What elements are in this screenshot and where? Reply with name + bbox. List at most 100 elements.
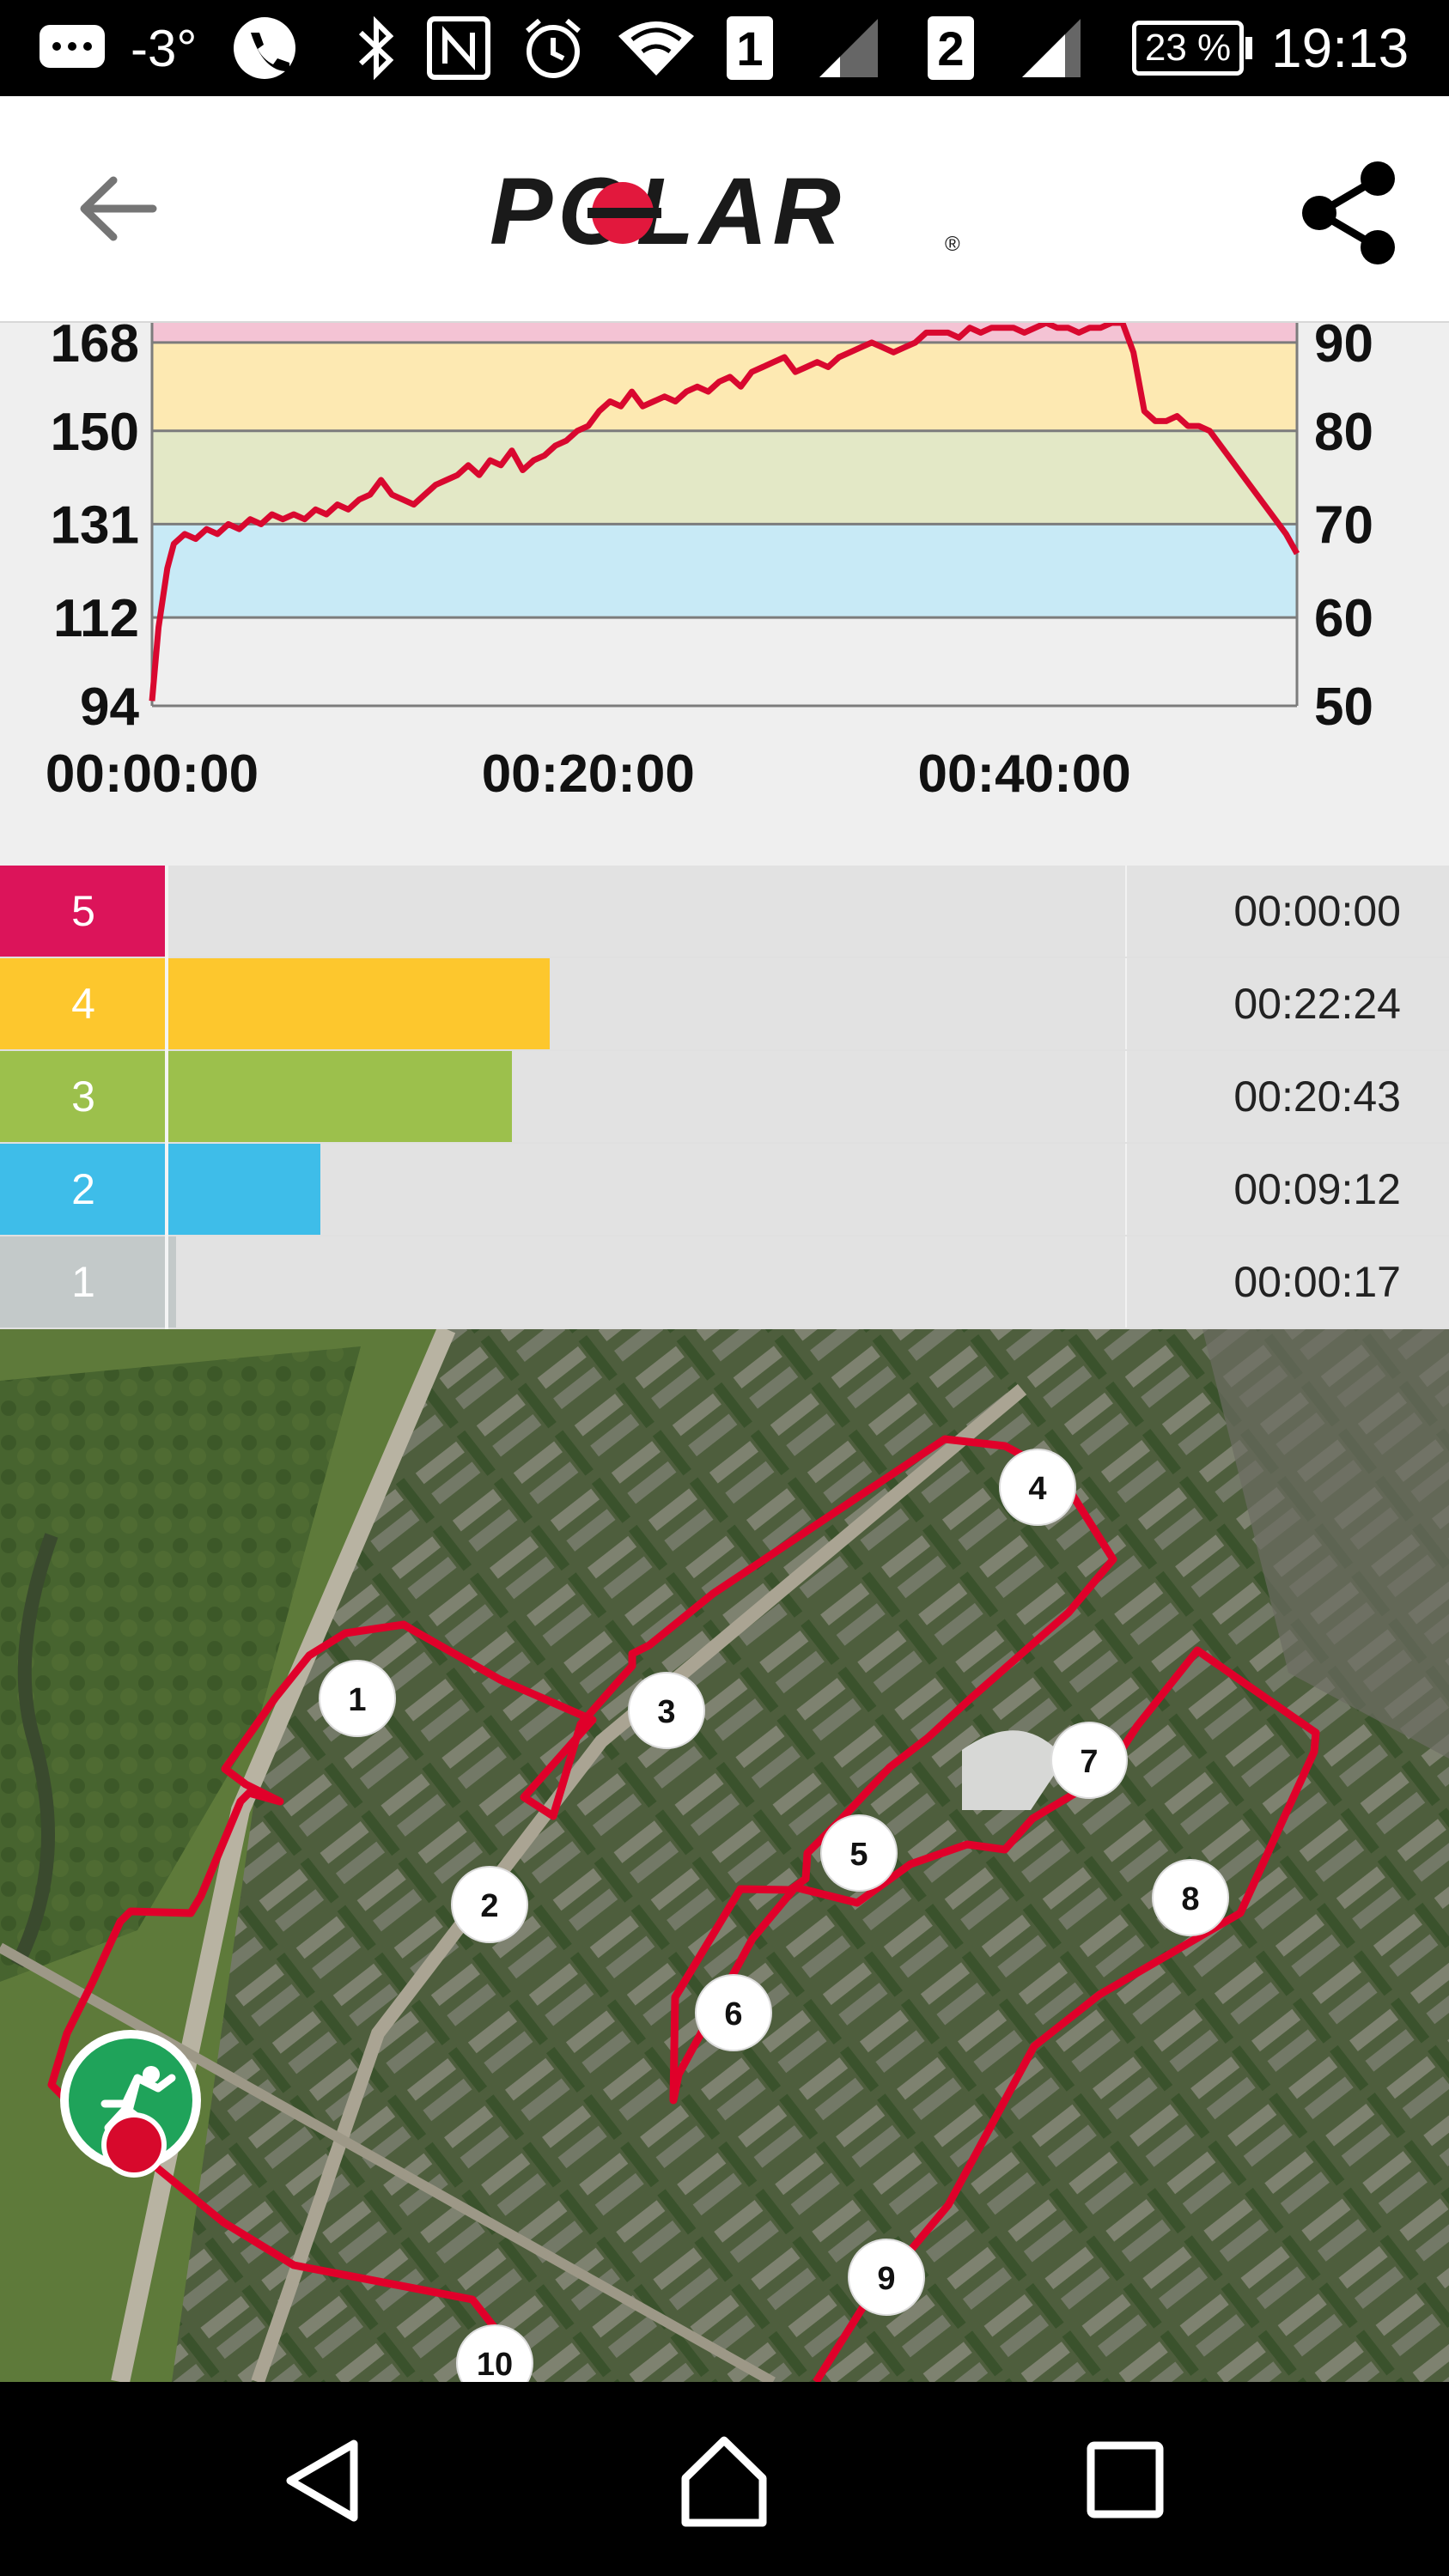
lap-marker[interactable]: 8 xyxy=(1152,1859,1229,1936)
alarm-icon xyxy=(519,0,588,96)
phone-icon xyxy=(230,0,299,96)
sim1-badge: 1 xyxy=(727,0,773,96)
zone-bar-fill xyxy=(167,1236,176,1327)
zone-band xyxy=(152,617,1297,706)
y-right-tick-label: 50 xyxy=(1314,677,1373,737)
lap-marker-label: 3 xyxy=(657,1694,675,1730)
zone-label: 1 xyxy=(0,1236,167,1327)
route-path-west xyxy=(135,2148,502,2335)
lap-marker-label: 6 xyxy=(724,1996,742,2032)
logo-text: POLAR xyxy=(490,159,846,264)
heart-rate-line xyxy=(149,323,1300,702)
y-right-tick-label: 70 xyxy=(1314,495,1373,555)
lap-marker[interactable]: 5 xyxy=(820,1814,898,1892)
signal-icon xyxy=(814,0,883,96)
road-secondary xyxy=(0,1942,776,2382)
y-left-tick-label: 168 xyxy=(51,323,139,374)
zone-row: 1 00:00:17 xyxy=(0,1236,1449,1327)
zone-label: 2 xyxy=(0,1144,167,1235)
dome-building xyxy=(962,1730,1065,1810)
messages-icon xyxy=(34,0,112,96)
sim1-label: 1 xyxy=(727,16,773,80)
forest-area xyxy=(0,1346,361,1982)
lap-marker-label: 2 xyxy=(480,1888,498,1924)
lap-marker[interactable]: 4 xyxy=(999,1449,1076,1526)
back-nav-icon xyxy=(286,2439,358,2522)
zone-time: 00:09:12 xyxy=(1125,1144,1449,1235)
x-tick-label: 00:40:00 xyxy=(918,744,1131,804)
battery-tip xyxy=(1245,37,1252,59)
zone-divider xyxy=(165,866,168,1329)
y-left-tick-label: 150 xyxy=(51,403,139,462)
zone-bar-fill xyxy=(167,1144,320,1235)
zone-band xyxy=(152,524,1297,618)
zone-time: 00:00:17 xyxy=(1125,1236,1449,1327)
map-svg: 1 2 3 4 5 6 7 8 9 10 xyxy=(0,1329,1449,2382)
x-tick-label: 00:20:00 xyxy=(482,744,695,804)
lap-marker[interactable]: 10 xyxy=(456,2324,533,2382)
zone-time: 00:22:24 xyxy=(1125,958,1449,1049)
nfc-icon xyxy=(424,0,493,96)
x-tick-label: 00:00:00 xyxy=(46,744,259,804)
heart-rate-chart: 168 150 131 112 94 90 80 70 60 50 00:00:00 00:20:… xyxy=(0,323,1449,866)
temperature-text: -3° xyxy=(131,19,198,77)
zone-row: 3 00:20:43 xyxy=(0,1051,1449,1142)
lap-marker[interactable]: 6 xyxy=(695,1974,772,2051)
y-right-tick-label: 60 xyxy=(1314,589,1373,648)
lap-marker-label: 10 xyxy=(477,2347,513,2382)
polar-logo: POLAR ® xyxy=(481,158,971,270)
nav-back-button[interactable] xyxy=(268,2425,380,2537)
lap-marker-label: 1 xyxy=(348,1682,366,1718)
signal-icon xyxy=(1017,0,1086,96)
battery-icon: 23 % xyxy=(1132,0,1252,96)
app-bar: POLAR ® xyxy=(0,96,1449,323)
nav-recents-button[interactable] xyxy=(1070,2425,1182,2537)
nav-home-button[interactable] xyxy=(668,2425,780,2537)
route-map[interactable]: 1 2 3 4 5 6 7 8 9 10 xyxy=(0,1329,1449,2382)
zone-bar-fill xyxy=(167,1051,512,1142)
chart-svg: 168 150 131 112 94 90 80 70 60 50 00:00:00 00:20:… xyxy=(46,323,1373,804)
lap-marker[interactable]: 1 xyxy=(319,1660,396,1737)
lap-marker-label: 9 xyxy=(877,2261,895,2297)
start-marker[interactable] xyxy=(60,2030,201,2178)
sim2-label: 2 xyxy=(928,16,974,80)
zone-label: 4 xyxy=(0,958,167,1049)
y-left-tick-label: 112 xyxy=(53,589,139,648)
system-nav-bar xyxy=(0,2382,1449,2576)
y-left-tick-label: 131 xyxy=(51,495,139,555)
y-left-tick-label: 94 xyxy=(80,677,139,737)
lap-marker-circle xyxy=(820,1814,898,1892)
battery-text: 23 % xyxy=(1132,21,1244,76)
zone-row: 4 00:22:24 xyxy=(0,958,1449,1049)
lap-marker-circle xyxy=(451,1866,528,1943)
start-dot xyxy=(107,2117,161,2172)
heart-rate-zones: 5 00:00:00 4 00:22:24 3 00:20:43 2 00:09:12 1 00:… xyxy=(0,866,1449,1329)
lap-marker-circle xyxy=(848,2239,925,2316)
home-nav-icon xyxy=(681,2436,767,2527)
lap-marker-circle xyxy=(1050,1722,1128,1799)
y-right-tick-label: 90 xyxy=(1314,323,1373,374)
lap-marker[interactable]: 2 xyxy=(451,1866,528,1943)
lap-marker-circle xyxy=(695,1974,772,2051)
urban-area xyxy=(1202,1329,1449,1759)
back-button[interactable] xyxy=(60,153,172,264)
lap-marker[interactable]: 9 xyxy=(848,2239,925,2316)
lap-marker-circle xyxy=(456,2324,533,2382)
zone-band xyxy=(152,342,1297,431)
sim2-badge: 2 xyxy=(928,0,974,96)
logo-bar xyxy=(588,208,661,218)
lap-marker-circle xyxy=(999,1449,1076,1526)
back-arrow-icon xyxy=(80,176,157,241)
zone-row: 2 00:09:12 xyxy=(0,1144,1449,1235)
lap-marker-label: 4 xyxy=(1028,1471,1046,1507)
lap-marker[interactable]: 3 xyxy=(628,1672,705,1749)
share-button[interactable] xyxy=(1288,153,1409,273)
zone-label: 3 xyxy=(0,1051,167,1142)
bluetooth-icon xyxy=(350,0,402,96)
wifi-icon xyxy=(615,0,697,96)
lap-marker[interactable]: 7 xyxy=(1050,1722,1128,1799)
share-icon xyxy=(1302,161,1395,264)
lap-marker-circle xyxy=(628,1672,705,1749)
lap-marker-label: 7 xyxy=(1080,1744,1098,1780)
lap-marker-circle xyxy=(319,1660,396,1737)
